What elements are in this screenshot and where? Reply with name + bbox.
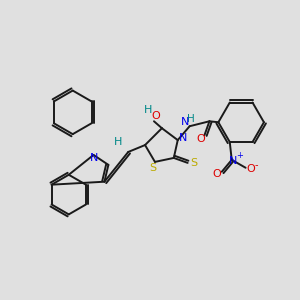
Text: H: H bbox=[114, 137, 122, 147]
Text: S: S bbox=[190, 158, 197, 168]
Text: N: N bbox=[181, 117, 189, 127]
Text: O: O bbox=[246, 164, 255, 174]
Text: N: N bbox=[90, 153, 99, 163]
Text: N: N bbox=[178, 133, 187, 143]
Text: H: H bbox=[187, 114, 194, 124]
Text: O: O bbox=[152, 111, 160, 121]
Text: S: S bbox=[149, 163, 157, 173]
Text: O: O bbox=[212, 169, 221, 179]
Text: H: H bbox=[144, 105, 152, 116]
Text: N: N bbox=[229, 156, 237, 166]
Text: +: + bbox=[236, 152, 243, 160]
Text: -: - bbox=[255, 160, 258, 170]
Text: O: O bbox=[196, 134, 205, 144]
